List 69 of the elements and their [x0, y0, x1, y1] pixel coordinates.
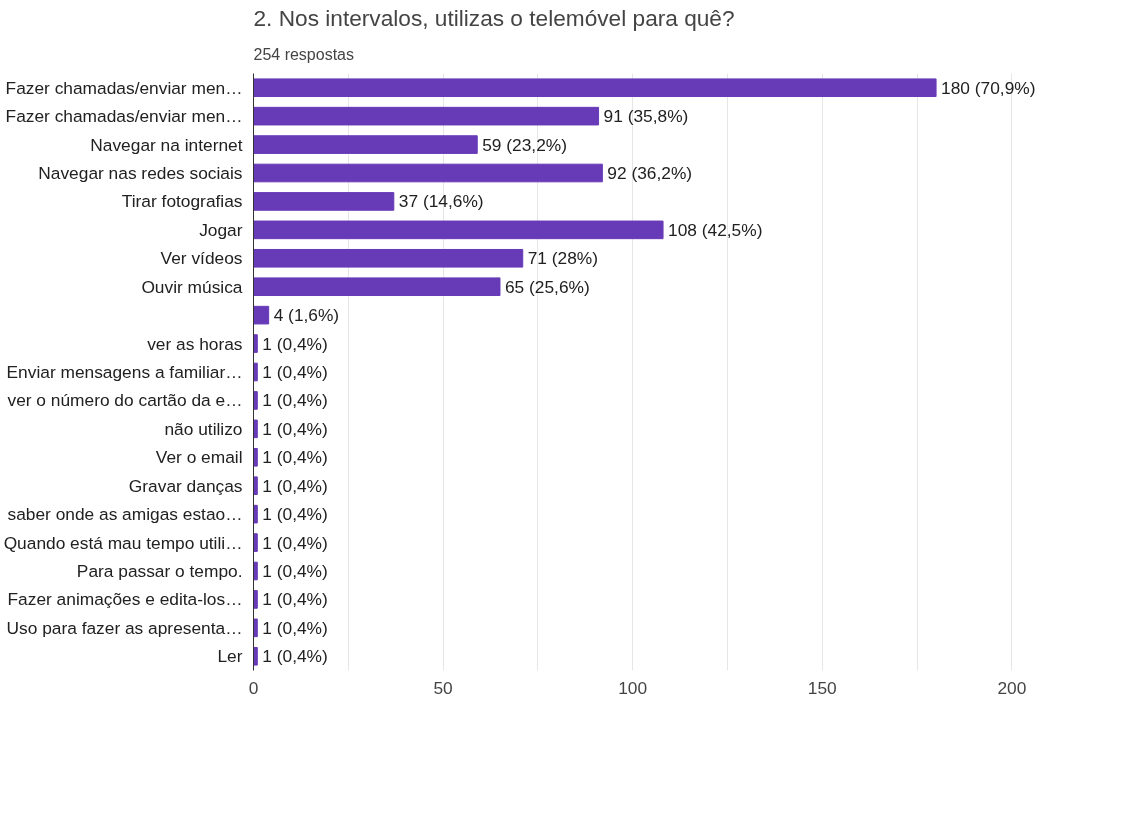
bar	[253, 447, 258, 467]
data-label: 1 (0,4%)	[262, 362, 328, 382]
bar	[253, 561, 258, 581]
data-label: 1 (0,4%)	[262, 418, 328, 439]
x-tick-label: 0	[248, 677, 259, 698]
y-tick-label: Fazer chamadas/enviar men…	[5, 106, 243, 127]
y-tick-label: Fazer chamadas/enviar men…	[5, 77, 243, 98]
bar	[253, 533, 258, 552]
bar	[253, 504, 258, 524]
x-tick-label: 50	[433, 677, 453, 698]
y-tick-label: Jogar	[199, 219, 243, 240]
y-tick-label: ver o número do cartão da e…	[7, 390, 243, 411]
y-tick-label: Navegar na internet	[90, 134, 243, 155]
bar	[253, 476, 258, 496]
y-tick-label: Ler	[217, 646, 243, 667]
y-tick-label: Navegar nas redes sociais	[38, 163, 243, 183]
y-tick-label: ver as horas	[147, 333, 243, 354]
data-label: 1 (0,4%)	[262, 504, 328, 525]
data-label: 1 (0,4%)	[262, 617, 328, 638]
y-tick-label: saber onde as amigas estao…	[7, 504, 243, 525]
bar	[253, 419, 258, 439]
data-label: 37 (14,6%)	[398, 191, 484, 212]
y-tick-label: Uso para fazer as apresenta…	[6, 617, 243, 638]
bar	[253, 646, 258, 666]
chart-title: 2. Nos intervalos, utilizas o telemóvel para quê?	[253, 4, 735, 31]
bar	[253, 277, 501, 297]
y-tick-label: não utilizo	[164, 418, 243, 439]
y-tick-label: Ver vídeos	[160, 248, 243, 269]
bar	[253, 163, 603, 183]
data-label: 65 (25,6%)	[504, 276, 590, 297]
bar	[253, 590, 258, 609]
y-tick-label: Gravar danças	[128, 475, 243, 496]
y-tick-label: Quando está mau tempo utili…	[3, 532, 243, 553]
bar	[253, 78, 937, 98]
data-label: 1 (0,4%)	[262, 333, 328, 354]
x-tick-label: 150	[807, 677, 837, 698]
bar	[253, 362, 258, 382]
data-label: 71 (28%)	[527, 248, 599, 269]
x-tick-label: 100	[618, 677, 648, 698]
data-label: 1 (0,4%)	[262, 390, 328, 411]
bar	[253, 391, 258, 410]
bar	[253, 106, 600, 126]
data-label: 1 (0,4%)	[262, 589, 328, 610]
data-label: 92 (36,2%)	[607, 163, 693, 183]
bar	[253, 248, 524, 268]
chart-subtitle: 254 respostas	[253, 45, 355, 63]
data-label: 4 (1,6%)	[273, 305, 340, 326]
data-label: 59 (23,2%)	[482, 134, 567, 155]
y-tick-label: Para passar o tempo.	[76, 561, 243, 581]
data-label: 1 (0,4%)	[262, 646, 328, 667]
bar	[253, 220, 664, 240]
y-tick-label: Fazer animações e edita-los…	[7, 589, 243, 610]
bar	[253, 192, 395, 211]
data-label: 108 (42,5%)	[668, 219, 763, 240]
bar	[253, 334, 258, 353]
data-label: 1 (0,4%)	[262, 475, 328, 496]
data-label: 1 (0,4%)	[262, 532, 328, 553]
x-tick-label: 200	[997, 677, 1027, 698]
bar	[253, 305, 270, 325]
data-label: 1 (0,4%)	[262, 447, 328, 468]
bar	[253, 618, 258, 638]
data-label: 180 (70,9%)	[941, 77, 1036, 98]
y-tick-label: Ver o email	[155, 447, 243, 468]
y-tick-label: Ouvir música	[141, 276, 243, 297]
bar	[253, 135, 478, 154]
data-label: 1 (0,4%)	[262, 561, 328, 581]
y-tick-label: Enviar mensagens a familiar…	[6, 362, 243, 382]
y-tick-label: Tirar fotografias	[121, 191, 243, 212]
data-label: 91 (35,8%)	[603, 106, 689, 127]
